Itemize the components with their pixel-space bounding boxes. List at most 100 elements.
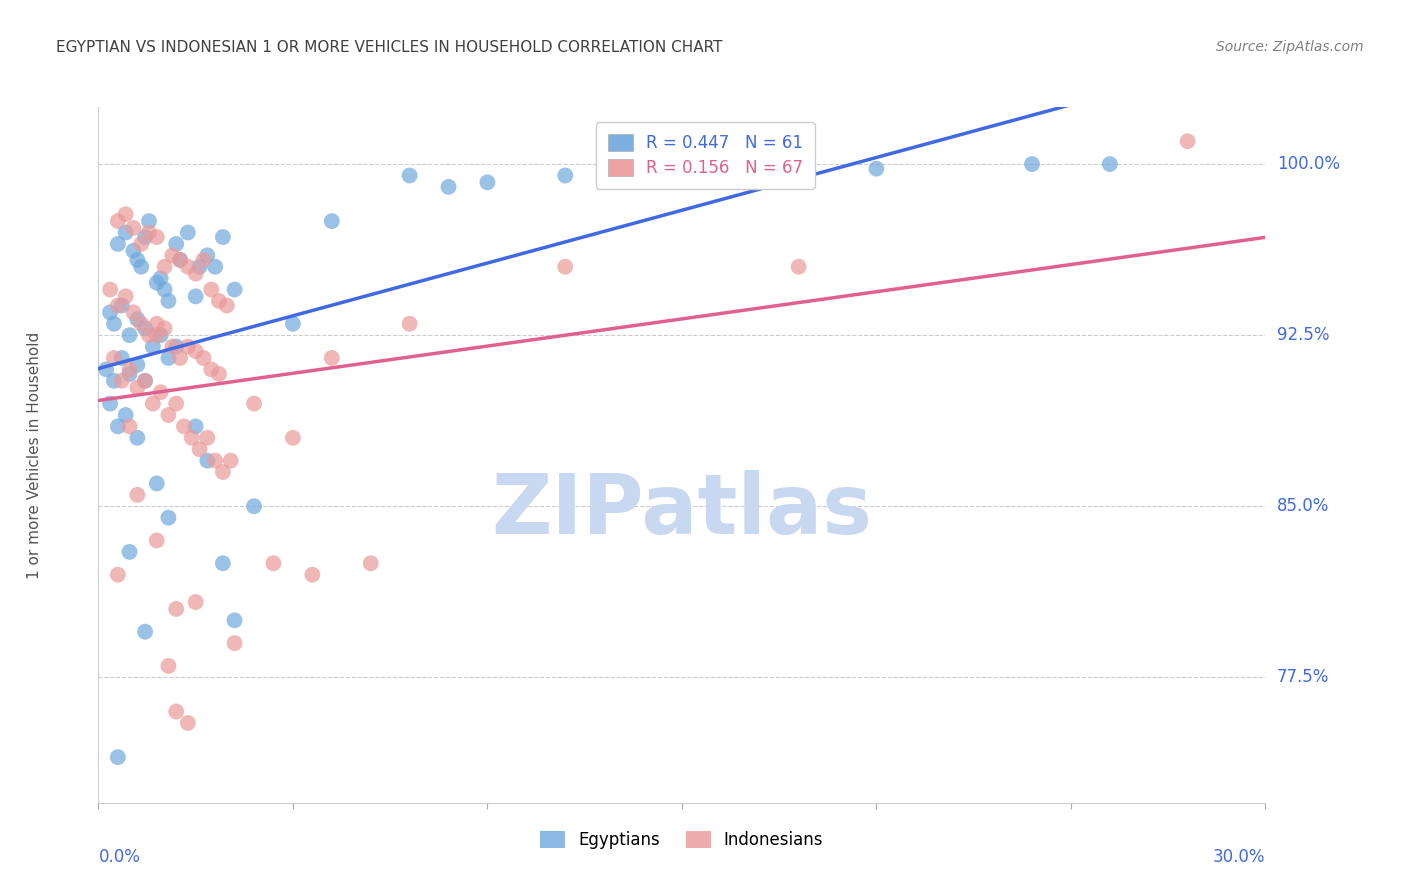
Point xyxy=(98,305,121,319)
Point xyxy=(142,396,165,410)
Point xyxy=(165,236,187,251)
Point xyxy=(107,750,129,764)
Point xyxy=(107,236,129,251)
Point xyxy=(107,567,129,582)
Point xyxy=(138,328,160,343)
Text: 0.0%: 0.0% xyxy=(98,848,141,866)
Point xyxy=(215,298,238,312)
Point xyxy=(169,351,191,365)
Point xyxy=(398,169,420,183)
Point xyxy=(146,276,169,290)
Point xyxy=(193,252,215,267)
Text: 85.0%: 85.0% xyxy=(1277,497,1330,516)
Text: EGYPTIAN VS INDONESIAN 1 OR MORE VEHICLES IN HOUSEHOLD CORRELATION CHART: EGYPTIAN VS INDONESIAN 1 OR MORE VEHICLE… xyxy=(56,40,723,55)
Point xyxy=(204,260,226,274)
Point xyxy=(134,230,156,244)
Point xyxy=(146,476,169,491)
Point xyxy=(157,293,180,308)
Point xyxy=(477,175,499,189)
Point xyxy=(149,385,172,400)
Point xyxy=(111,298,134,312)
Point xyxy=(122,221,145,235)
Point xyxy=(1177,134,1199,148)
Point xyxy=(107,214,129,228)
Legend: Egyptians, Indonesians: Egyptians, Indonesians xyxy=(531,822,832,857)
Point xyxy=(208,367,231,381)
Point xyxy=(127,488,149,502)
Point xyxy=(114,408,136,422)
Point xyxy=(127,381,149,395)
Point xyxy=(149,271,172,285)
Point xyxy=(204,453,226,467)
Point xyxy=(118,419,141,434)
Point xyxy=(118,545,141,559)
Point xyxy=(787,260,810,274)
Text: 77.5%: 77.5% xyxy=(1277,668,1330,686)
Point xyxy=(193,351,215,365)
Point xyxy=(129,317,152,331)
Point xyxy=(146,533,169,548)
Point xyxy=(118,367,141,381)
Point xyxy=(153,283,176,297)
Point xyxy=(177,340,200,354)
Point xyxy=(162,340,184,354)
Point xyxy=(146,328,169,343)
Point xyxy=(114,289,136,303)
Point xyxy=(98,396,121,410)
Point xyxy=(184,595,207,609)
Point xyxy=(398,317,420,331)
Point xyxy=(142,340,165,354)
Point xyxy=(146,230,169,244)
Point xyxy=(219,453,242,467)
Point xyxy=(184,419,207,434)
Point xyxy=(103,351,125,365)
Text: 30.0%: 30.0% xyxy=(1213,848,1265,866)
Point xyxy=(865,161,887,176)
Point xyxy=(146,317,169,331)
Point xyxy=(243,500,266,514)
Point xyxy=(153,321,176,335)
Point xyxy=(195,453,218,467)
Point xyxy=(173,419,195,434)
Point xyxy=(200,362,222,376)
Point xyxy=(111,374,134,388)
Point xyxy=(184,267,207,281)
Point xyxy=(195,431,218,445)
Point xyxy=(107,298,129,312)
Point xyxy=(162,248,184,262)
Point xyxy=(157,351,180,365)
Point xyxy=(200,283,222,297)
Point xyxy=(118,362,141,376)
Point xyxy=(177,226,200,240)
Point xyxy=(321,214,343,228)
Point xyxy=(157,659,180,673)
Point xyxy=(98,283,121,297)
Point xyxy=(165,705,187,719)
Point xyxy=(122,305,145,319)
Point xyxy=(107,419,129,434)
Point xyxy=(1021,157,1043,171)
Point xyxy=(111,351,134,365)
Point xyxy=(134,374,156,388)
Point xyxy=(157,510,180,524)
Point xyxy=(188,442,211,457)
Point xyxy=(127,312,149,326)
Point xyxy=(149,328,172,343)
Point xyxy=(281,317,304,331)
Point xyxy=(224,283,246,297)
Point xyxy=(103,317,125,331)
Point xyxy=(360,556,382,570)
Point xyxy=(224,613,246,627)
Point xyxy=(165,396,187,410)
Point xyxy=(184,289,207,303)
Point xyxy=(188,260,211,274)
Point xyxy=(114,226,136,240)
Point xyxy=(129,236,152,251)
Point xyxy=(437,180,460,194)
Point xyxy=(138,226,160,240)
Point xyxy=(195,248,218,262)
Point xyxy=(554,260,576,274)
Point xyxy=(169,252,191,267)
Point xyxy=(96,362,118,376)
Point xyxy=(138,214,160,228)
